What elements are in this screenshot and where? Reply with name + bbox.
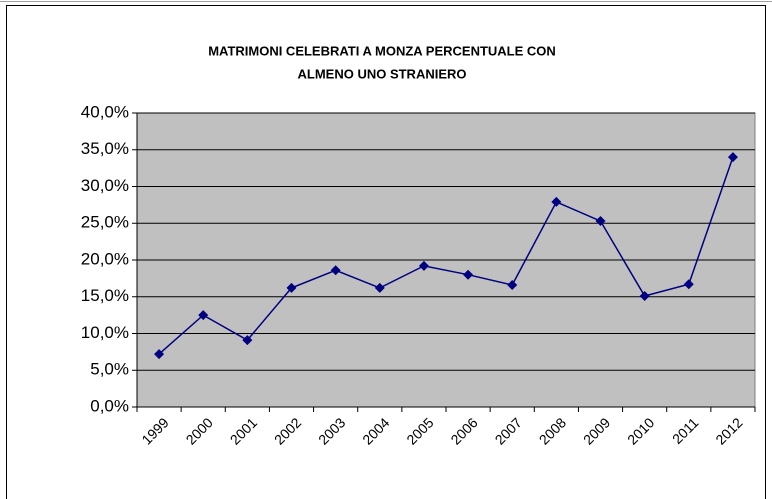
y-tick-label: 30,0%	[81, 176, 129, 195]
y-tick-label: 35,0%	[81, 139, 129, 158]
data-point	[683, 279, 694, 290]
y-tick-label: 25,0%	[81, 213, 129, 232]
y-tick-label: 15,0%	[81, 286, 129, 305]
chart-title: MATRIMONI CELEBRATI A MONZA PERCENTUALE …	[208, 43, 556, 58]
data-point	[154, 349, 165, 360]
series-line	[158, 156, 734, 355]
data-point	[330, 265, 341, 276]
data-point	[198, 310, 209, 321]
data-point	[286, 282, 297, 293]
data-point	[639, 291, 650, 302]
y-tick-label: 10,0%	[81, 323, 129, 342]
data-point	[418, 260, 429, 271]
data-point	[595, 216, 606, 227]
chart-title: ALMENO UNO STRANIERO	[298, 66, 467, 81]
data-point	[374, 282, 385, 293]
y-tick-label: 0,0%	[90, 396, 129, 415]
data-point	[242, 335, 253, 346]
data-point	[551, 196, 562, 207]
data-point	[727, 152, 738, 163]
y-tick-label: 20,0%	[81, 249, 129, 268]
y-tick-label: 40,0%	[81, 102, 129, 121]
data-point	[507, 279, 518, 290]
y-tick-label: 5,0%	[90, 360, 129, 379]
data-point	[463, 269, 474, 280]
